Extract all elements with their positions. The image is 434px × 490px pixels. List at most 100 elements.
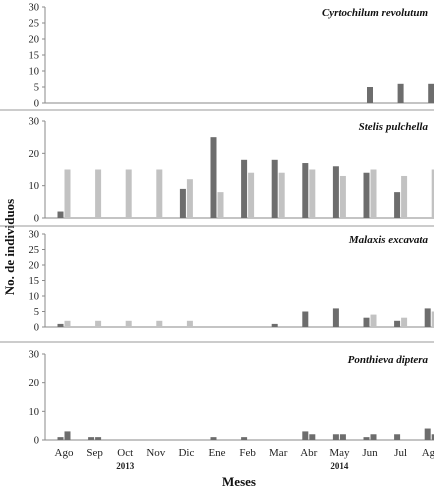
bar (95, 169, 102, 218)
bar (241, 437, 248, 440)
y-tick-label: 10 (29, 67, 40, 78)
bar (309, 434, 316, 440)
bar (241, 159, 248, 218)
bar (363, 172, 370, 218)
y-tick-label: 25 (29, 245, 40, 256)
bar (367, 87, 373, 103)
panel-title: Stelis pulchella (359, 121, 429, 133)
bar (278, 172, 285, 218)
y-axis-label: No. de individuos (2, 199, 17, 295)
bar (370, 169, 377, 218)
panel-title: Malaxis excavata (348, 234, 429, 246)
bar (394, 192, 401, 218)
bar (210, 137, 217, 218)
bar (64, 320, 71, 327)
bar (363, 437, 370, 440)
bar (88, 437, 95, 440)
y-tick-label: 15 (29, 51, 40, 62)
bar (271, 323, 278, 327)
y-tick-label: 0 (34, 99, 39, 110)
bar (271, 159, 278, 218)
year-label: 2013 (116, 461, 135, 471)
bar (64, 169, 71, 218)
bar (179, 188, 186, 218)
bar (57, 437, 64, 440)
y-tick-label: 30 (29, 350, 40, 361)
y-tick-label: 20 (29, 378, 40, 389)
bar (370, 314, 377, 327)
panel-4: 0 10 20 30 Ponthieva diptera (29, 350, 434, 447)
x-tick-label: Abr (300, 447, 317, 459)
bar (95, 437, 102, 440)
y-tick-label: 20 (29, 149, 40, 160)
panel-1: 0 5 10 15 20 25 30 Cyrtochilum revolutum (29, 3, 434, 110)
year-label: 2014 (330, 461, 349, 471)
x-tick-label: Nov (146, 447, 165, 459)
x-tick-label: Ene (208, 447, 225, 459)
x-tick-label: May (329, 447, 350, 459)
y-tick-label: 0 (34, 323, 39, 334)
bar (95, 320, 102, 327)
bar (431, 434, 434, 440)
bar (64, 431, 71, 440)
panel-title: Ponthieva diptera (348, 354, 429, 366)
x-tick-label: Oct (117, 447, 133, 459)
y-tick-label: 20 (29, 35, 40, 46)
bar (156, 169, 163, 218)
bar (431, 169, 434, 218)
x-tick-label: Sep (86, 447, 103, 459)
x-tick-label: Feb (239, 447, 256, 459)
bar (302, 311, 309, 327)
bar (210, 437, 217, 440)
x-tick-label: Jun (362, 447, 378, 459)
bar (125, 320, 132, 327)
y-tick-label: 25 (29, 19, 40, 30)
y-tick-label: 10 (29, 407, 40, 418)
panel-title: Cyrtochilum revolutum (322, 7, 428, 19)
y-tick-label: 0 (34, 214, 39, 225)
panel-2: 0 10 20 30 Stelis pulchella (29, 117, 434, 225)
bar (186, 179, 193, 218)
y-tick-label: 30 (29, 117, 40, 128)
bar (428, 83, 434, 103)
x-tick-label: Ago (422, 447, 434, 459)
bar (302, 431, 309, 440)
bar (309, 169, 316, 218)
bar (339, 434, 346, 440)
bar (401, 175, 408, 218)
bar (424, 428, 431, 440)
bar (339, 175, 346, 218)
bar (401, 317, 408, 327)
y-tick-label: 5 (34, 83, 39, 94)
x-tick-label: Ago (55, 447, 74, 459)
y-tick-label: 10 (29, 292, 40, 303)
y-tick-label: 30 (29, 3, 40, 14)
y-tick-label: 30 (29, 230, 40, 241)
bar (332, 308, 339, 327)
bar (217, 192, 224, 218)
bar (431, 311, 434, 327)
bar (302, 163, 309, 218)
bar (363, 317, 370, 327)
x-axis-label: Meses (222, 474, 256, 489)
bar (186, 320, 193, 327)
bar (125, 169, 132, 218)
x-tick-label: Dic (178, 447, 194, 459)
bar (248, 172, 255, 218)
y-tick-label: 5 (34, 307, 39, 318)
panel-3: 0 5 10 15 20 25 30 Malaxis excavata (29, 230, 434, 334)
bar (156, 320, 163, 327)
y-tick-label: 10 (29, 181, 40, 192)
y-tick-label: 15 (29, 276, 40, 287)
y-tick-label: 20 (29, 261, 40, 272)
bar (394, 434, 401, 440)
bar (394, 320, 401, 327)
bar (332, 434, 339, 440)
bar (57, 323, 64, 327)
x-tick-label: Mar (269, 447, 288, 459)
bar (424, 308, 431, 327)
x-tick-label: Jul (394, 447, 407, 459)
y-tick-label: 0 (34, 436, 39, 447)
bar (370, 434, 377, 440)
